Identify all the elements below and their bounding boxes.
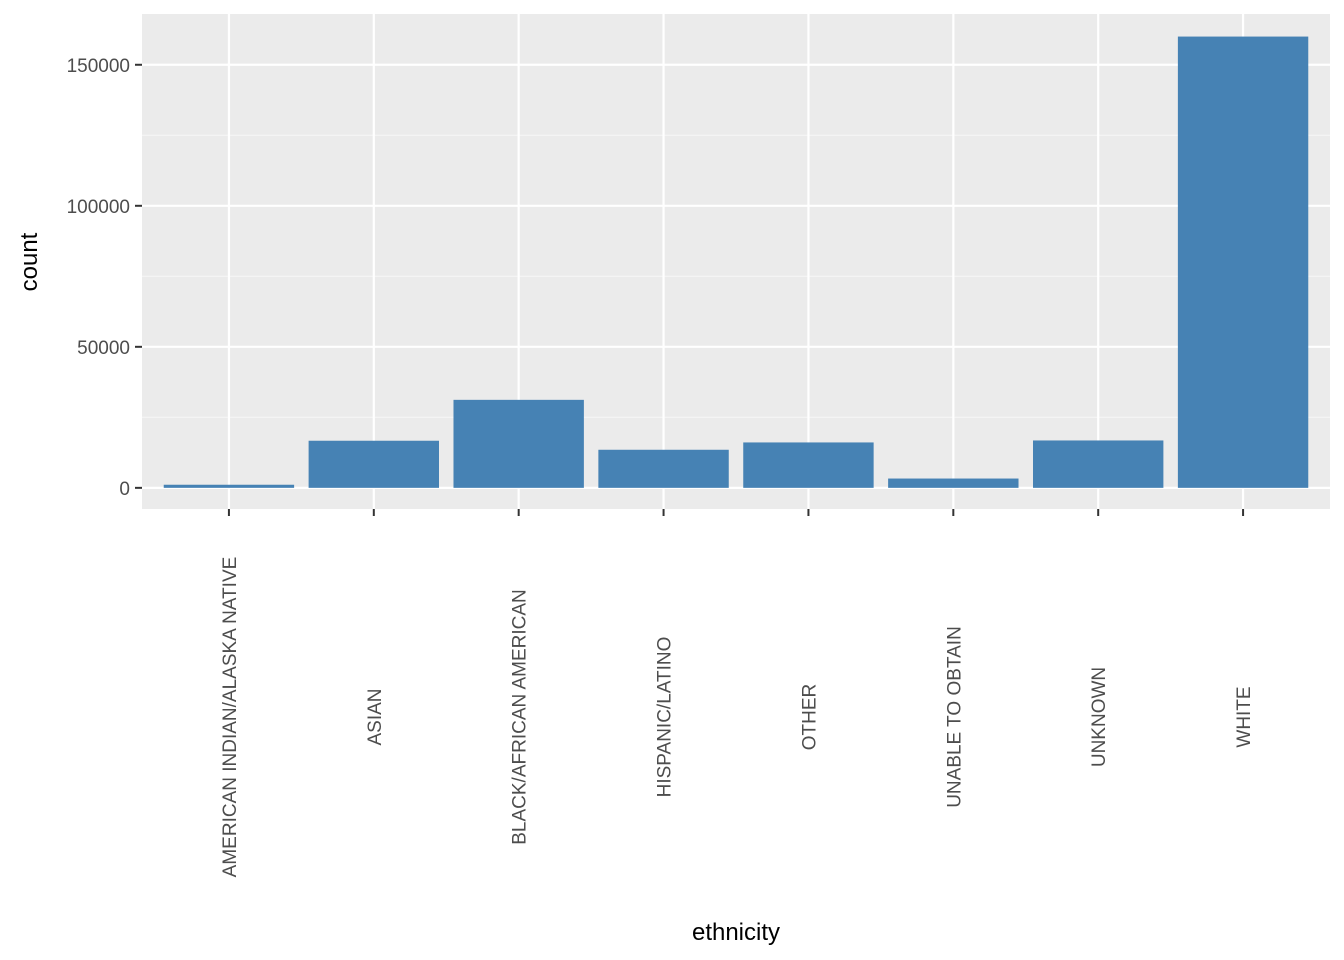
bar [163, 484, 295, 488]
y-tick-label: 0 [119, 479, 130, 500]
bar [598, 449, 729, 488]
bar [888, 478, 1019, 488]
bar [1177, 36, 1309, 488]
x-tick-label: UNABLE TO OBTAIN [944, 626, 965, 808]
bar [453, 399, 584, 488]
x-tick-label: WHITE [1234, 686, 1255, 747]
x-tick-label: BLACK/AFRICAN AMERICAN [510, 589, 531, 845]
plot-panel [142, 14, 1330, 509]
x-axis: AMERICAN INDIAN/ALASKA NATIVE ASIAN BLACK/… [220, 509, 1255, 877]
x-tick-label: OTHER [799, 684, 820, 751]
x-tick-label: AMERICAN INDIAN/ALASKA NATIVE [220, 557, 241, 878]
x-axis-title: ethnicity [692, 919, 780, 946]
x-tick-label: HISPANIC/LATINO [655, 637, 676, 798]
x-tick-label: ASIAN [365, 688, 386, 745]
grid-minor [142, 134, 1330, 418]
bars [163, 36, 1309, 488]
grid-major [142, 14, 1330, 509]
x-tick-label: UNKNOWN [1089, 667, 1110, 767]
bar [1033, 440, 1164, 488]
bar [308, 440, 439, 488]
y-axis-title: count [16, 232, 43, 291]
bar [743, 442, 874, 488]
y-tick-label: 100000 [67, 197, 130, 218]
y-tick-label: 150000 [67, 56, 130, 77]
y-tick-label: 50000 [77, 338, 130, 359]
y-axis: 0 50000 100000 150000 [67, 56, 142, 500]
